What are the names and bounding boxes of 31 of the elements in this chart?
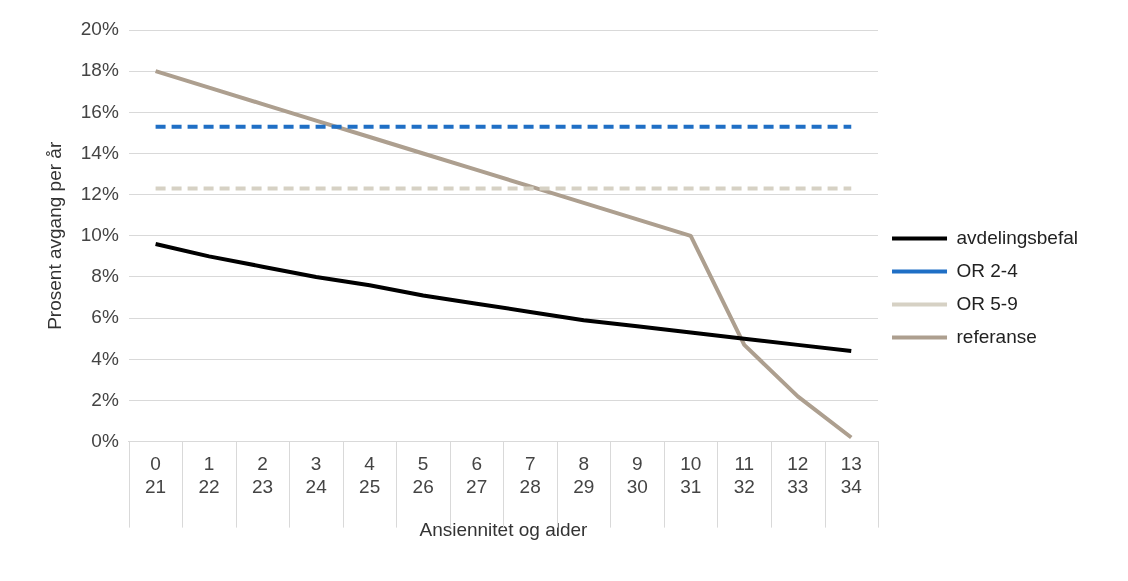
x-tick-label: 8 29 [573, 453, 595, 498]
x-tick-label: 10 31 [680, 453, 702, 498]
x-tick-label: 5 26 [412, 453, 434, 498]
y-tick-label: 16% [80, 100, 119, 122]
legend-label: referanse [956, 325, 1037, 347]
y-tick-label: 2% [91, 388, 119, 410]
x-tick-label: 3 24 [305, 453, 328, 498]
y-tick-label: 4% [91, 347, 119, 369]
y-tick-label: 8% [91, 265, 119, 287]
x-tick-label: 9 30 [626, 453, 648, 498]
x-tick-label: 6 27 [466, 453, 488, 498]
x-axis-title: Ansiennitet og alder [419, 518, 589, 540]
y-tick-label: 18% [80, 59, 119, 81]
y-tick-label: 6% [91, 306, 119, 328]
legend-label: OR 2-4 [956, 259, 1019, 281]
x-tick-label: 12 33 [787, 453, 809, 498]
x-tick-label: 13 34 [840, 453, 863, 498]
x-tick-label: 2 23 [252, 453, 274, 498]
legend-label: OR 5-9 [956, 292, 1018, 314]
y-tick-label: 20% [80, 18, 119, 40]
y-axis-title: Prosent avgang per år [43, 141, 65, 330]
y-tick-label: 0% [91, 429, 119, 451]
x-tick-label: 1 22 [198, 453, 220, 498]
y-tick-label: 12% [80, 182, 119, 204]
x-tick-label: 11 32 [733, 453, 755, 498]
y-tick-label: 14% [80, 141, 119, 163]
x-tick-label: 7 28 [519, 453, 541, 498]
y-tick-label: 10% [80, 224, 119, 246]
legend-label: avdelingsbefal [956, 226, 1079, 248]
x-tick-label: 0 21 [145, 453, 167, 498]
x-tick-label: 4 25 [359, 453, 381, 498]
